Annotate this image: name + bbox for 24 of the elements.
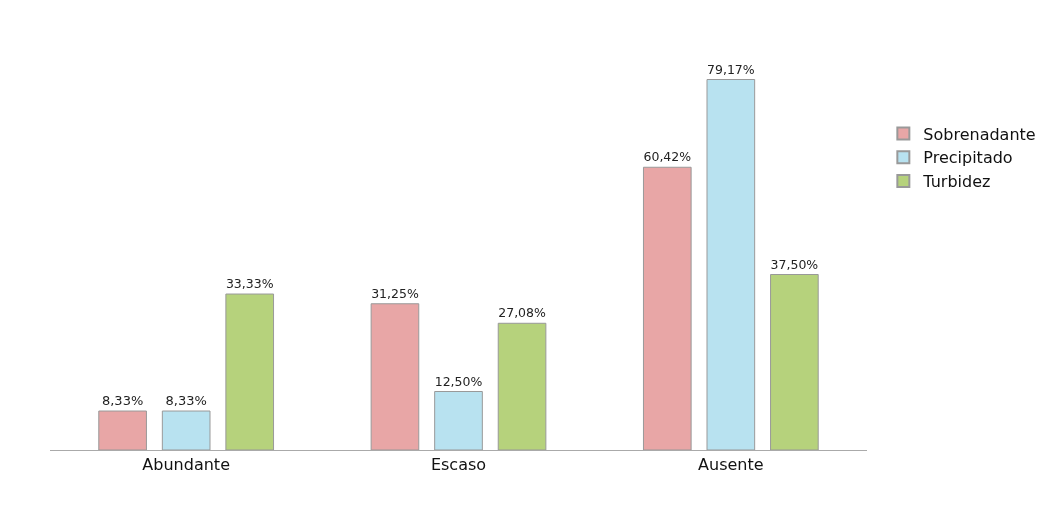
data-label: 27,08% (498, 305, 546, 321)
legend-label: Turbidez (922, 172, 991, 192)
data-label: 8,33% (101, 393, 144, 409)
data-label: 8,33% (165, 393, 207, 409)
data-label: 79,17% (707, 61, 755, 77)
data-label: 33,33% (225, 276, 274, 292)
x-tick-label: Escaso (430, 455, 487, 475)
data-label: 37,50% (770, 256, 819, 272)
data-label: 12,50% (434, 373, 483, 389)
data-label: 31,25% (371, 285, 419, 301)
bar (161, 410, 211, 450)
bar (434, 391, 483, 450)
x-tick-label: Abundante (142, 455, 230, 475)
legend-label: Precipitado (923, 148, 1013, 168)
bar (706, 79, 756, 450)
bar (770, 274, 819, 450)
data-label: 60,42% (643, 149, 692, 165)
x-tick-label: Ausente (698, 455, 764, 475)
bar (225, 293, 275, 450)
legend-label: Sobrenadante (923, 124, 1036, 144)
bar (370, 303, 420, 450)
bar (497, 322, 547, 450)
bar (642, 166, 692, 450)
bar (98, 410, 147, 450)
